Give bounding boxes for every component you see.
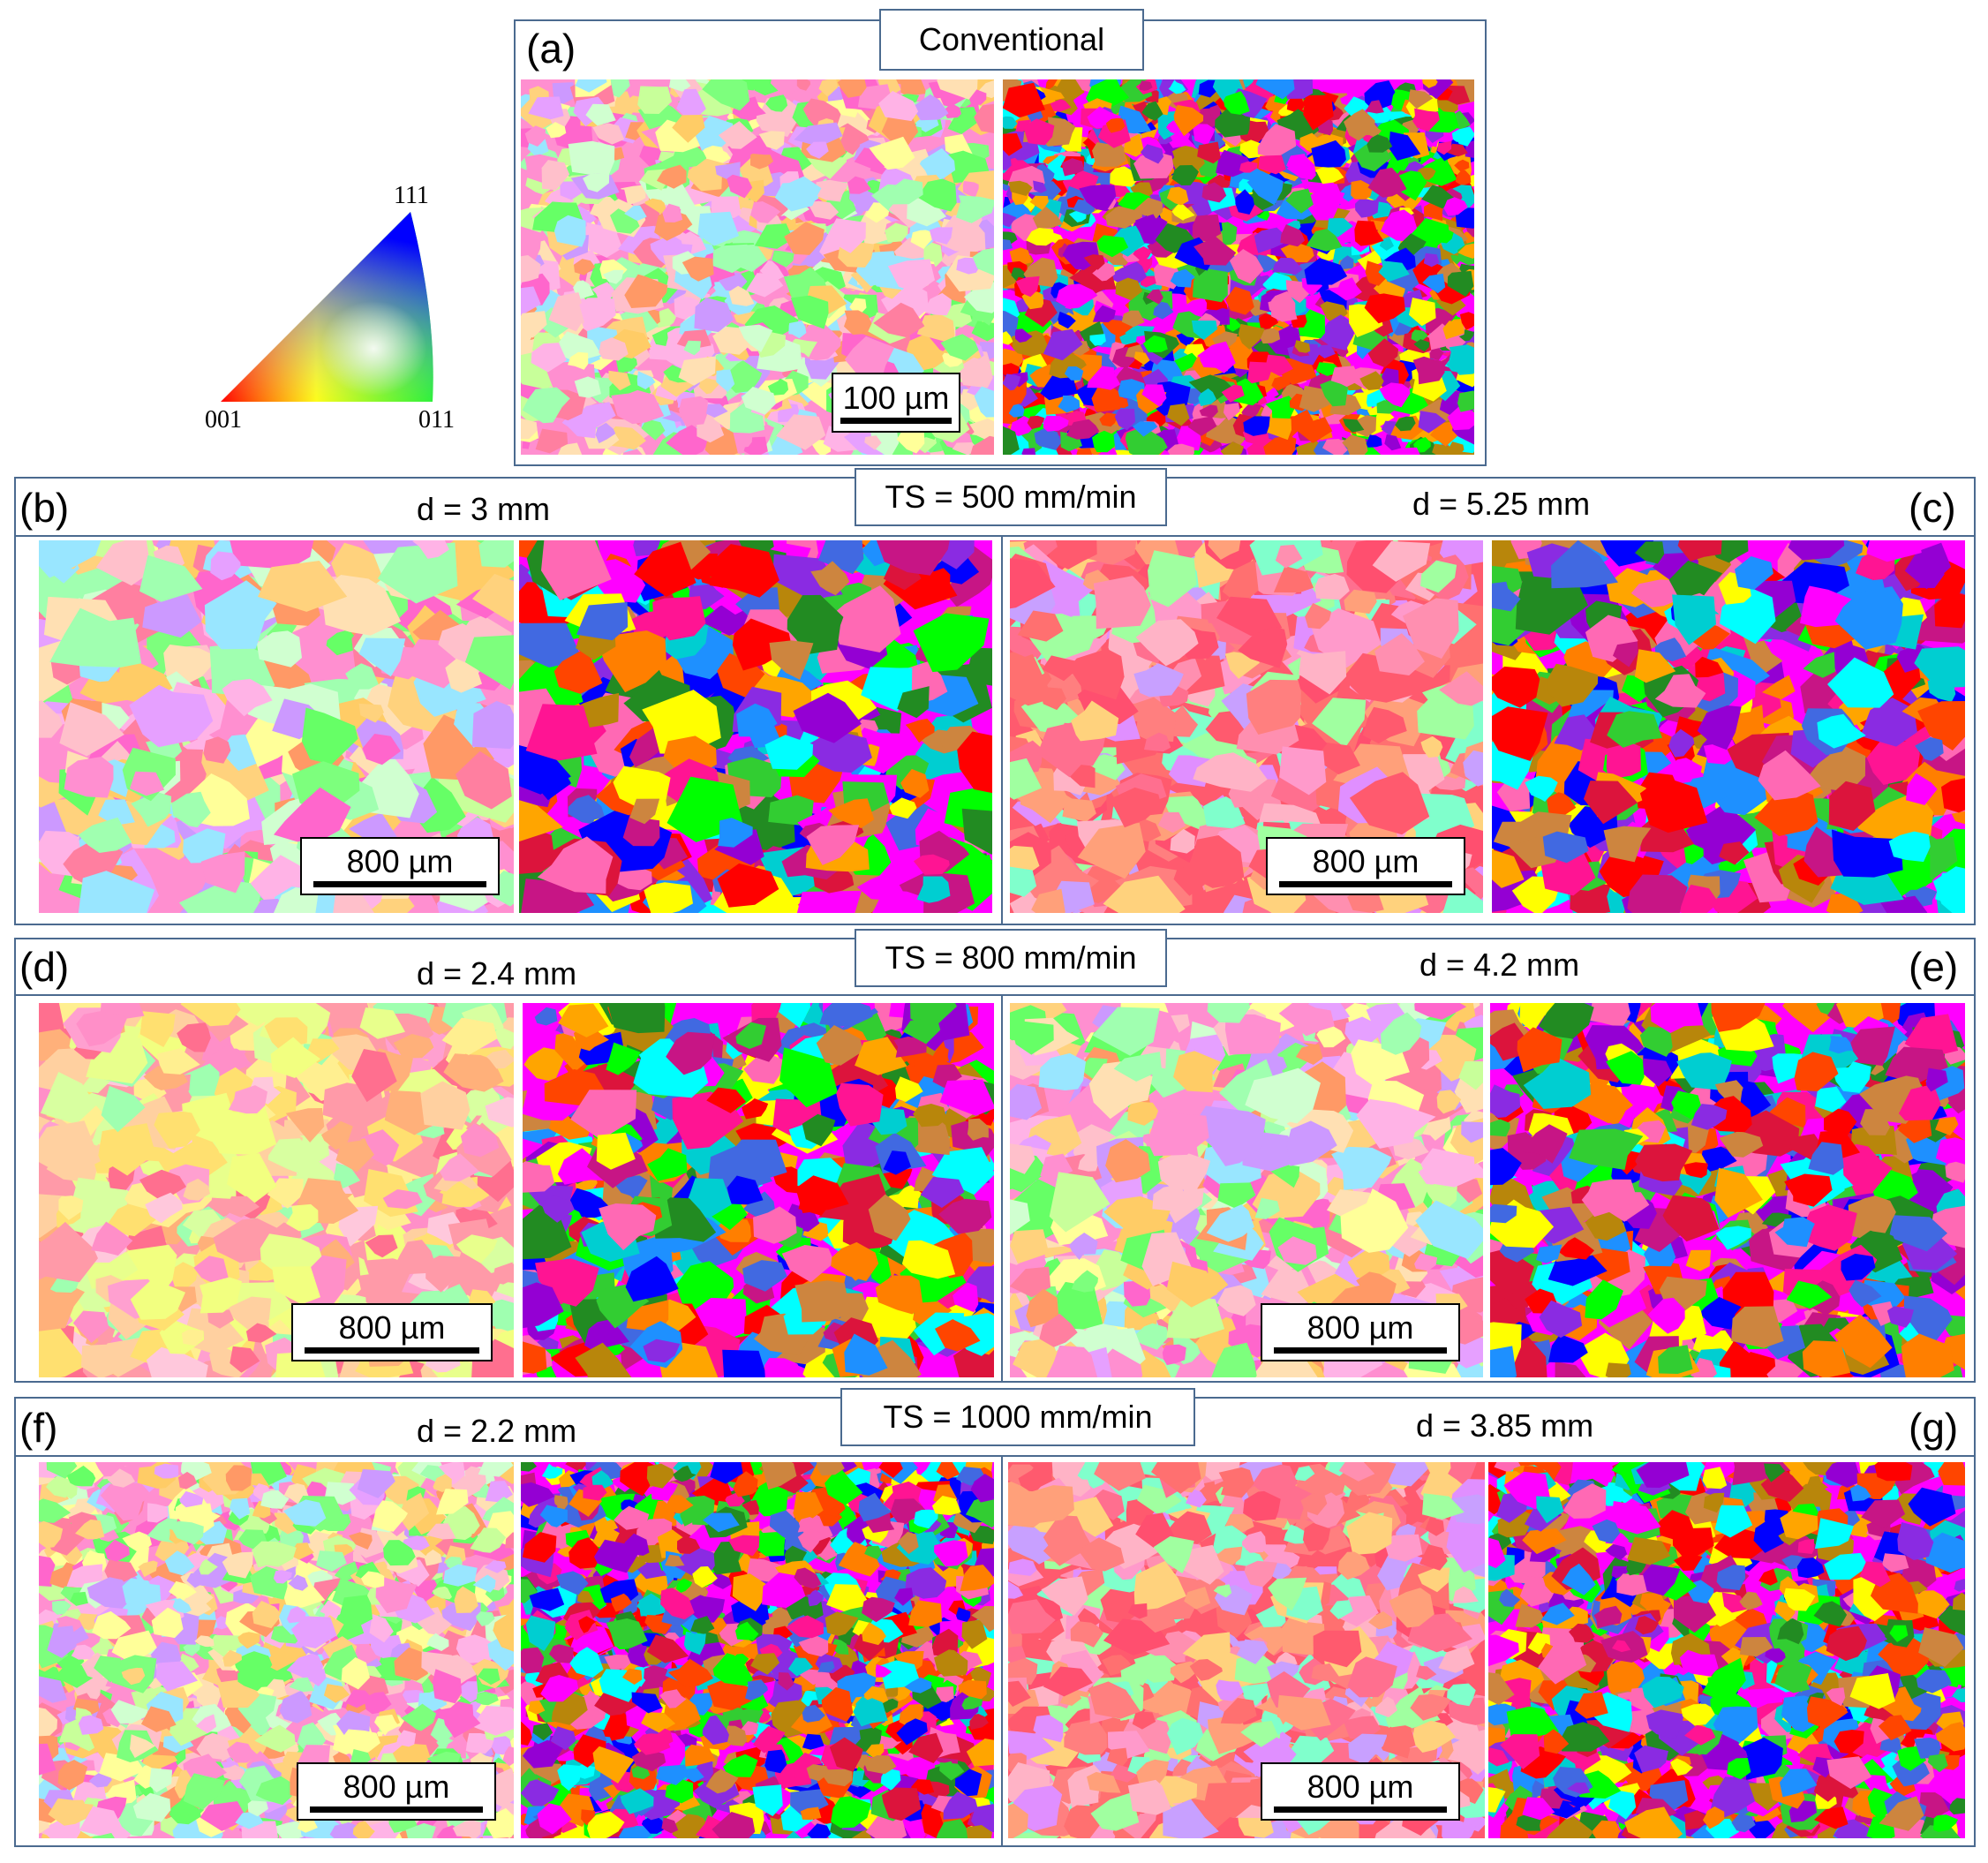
- row-500-divider-line: [14, 535, 1976, 537]
- scale-bar-label: 800 µm: [1307, 1768, 1414, 1805]
- panel-g-letter: (g): [1909, 1405, 1959, 1451]
- row-1000-center-divider: [1001, 1455, 1003, 1847]
- grain-pattern: [1490, 1003, 1965, 1377]
- panel-e-depth-label: d = 4.2 mm: [1419, 947, 1580, 983]
- panel-f-letter: (f): [19, 1405, 58, 1451]
- ebsd-grain-map: [523, 1003, 994, 1377]
- scale-bar: 800 µm: [1266, 837, 1465, 895]
- grain-pattern: [39, 1003, 514, 1377]
- row-800-divider-line: [14, 994, 1976, 996]
- scale-bar-label: 800 µm: [346, 842, 454, 879]
- ebsd-grain-map: [1490, 1003, 1965, 1377]
- scale-bar-label: 800 µm: [1307, 1309, 1414, 1346]
- panel-a-title: Conventional: [879, 9, 1144, 71]
- row-500-center-divider: [1001, 535, 1003, 925]
- ipf-pole-111-label: 111: [394, 182, 429, 209]
- scale-bar-label: 800 µm: [343, 1768, 450, 1805]
- scale-bar-line: [840, 418, 952, 425]
- scale-bar: 800 µm: [300, 837, 500, 895]
- row-1000-divider-line: [14, 1455, 1976, 1457]
- scale-bar-label: 100 µm: [842, 379, 950, 416]
- ipf-pole-011-label: 011: [418, 406, 455, 434]
- grain-pattern: [1003, 79, 1474, 455]
- ebsd-grain-map: [1003, 79, 1474, 455]
- row-800-speed-label: TS = 800 mm/min: [855, 929, 1167, 987]
- panel-f-depth-label: d = 2.2 mm: [417, 1413, 577, 1449]
- scale-bar-line: [1279, 881, 1452, 888]
- ebsd-grain-map: [1492, 540, 1965, 913]
- row-800-center-divider: [1001, 994, 1003, 1383]
- ipf-color-key: [212, 185, 459, 415]
- panel-d-letter: (d): [19, 944, 70, 990]
- panel-b-depth-label: d = 3 mm: [417, 491, 551, 527]
- scale-bar-line: [305, 1347, 479, 1354]
- ebsd-ipf-map: [39, 1003, 514, 1377]
- panel-c-depth-label: d = 5.25 mm: [1412, 486, 1591, 522]
- scale-bar-line: [1274, 1806, 1447, 1814]
- panel-d-depth-label: d = 2.4 mm: [417, 955, 577, 992]
- grain-pattern: [1488, 1462, 1965, 1838]
- ebsd-grain-map: [519, 540, 992, 913]
- scale-bar: 800 µm: [1261, 1762, 1460, 1821]
- panel-e-letter: (e): [1909, 944, 1959, 990]
- ipf-triangle-graphic: [221, 212, 433, 402]
- grain-pattern: [519, 540, 992, 913]
- scale-bar-line: [1274, 1347, 1447, 1354]
- scale-bar: 800 µm: [1261, 1303, 1460, 1361]
- grain-pattern: [1492, 540, 1965, 913]
- grain-pattern: [523, 1003, 994, 1377]
- scale-bar: 800 µm: [291, 1303, 493, 1361]
- ebsd-grain-map: [1488, 1462, 1965, 1838]
- row-500-speed-label: TS = 500 mm/min: [855, 468, 1167, 526]
- ebsd-grain-map: [521, 1462, 994, 1838]
- scale-bar: 800 µm: [297, 1762, 496, 1821]
- panel-b-letter: (b): [19, 485, 70, 531]
- scale-bar-label: 800 µm: [1312, 842, 1419, 879]
- panel-c-letter: (c): [1909, 485, 1956, 531]
- scale-bar-line: [310, 1806, 483, 1814]
- scale-bar-label: 800 µm: [338, 1309, 446, 1346]
- panel-a-letter: (a): [526, 26, 576, 72]
- scale-bar: 100 µm: [832, 373, 960, 433]
- row-1000-speed-label: TS = 1000 mm/min: [840, 1388, 1195, 1446]
- grain-pattern: [521, 1462, 994, 1838]
- panel-g-depth-label: d = 3.85 mm: [1416, 1407, 1594, 1444]
- scale-bar-line: [313, 881, 486, 888]
- ipf-pole-001-label: 001: [205, 406, 242, 434]
